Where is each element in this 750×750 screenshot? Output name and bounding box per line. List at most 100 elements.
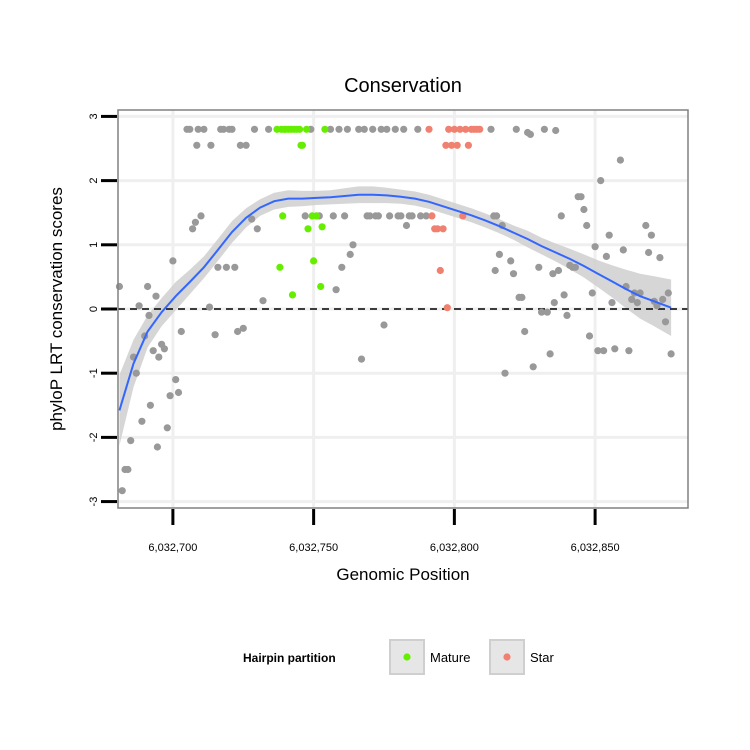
point-other-62 — [346, 250, 354, 258]
legend-dot-mature — [403, 653, 411, 661]
point-mature-20 — [318, 223, 326, 231]
point-star-9 — [448, 141, 456, 149]
point-other-58 — [335, 125, 343, 133]
point-other-66 — [360, 125, 368, 133]
point-other-48 — [250, 125, 259, 133]
point-mature-8 — [288, 291, 297, 299]
point-other-86 — [487, 125, 495, 133]
point-other-49 — [253, 225, 261, 233]
point-mature-18 — [312, 212, 320, 220]
point-other-38 — [220, 125, 228, 133]
point-other-14 — [152, 292, 160, 300]
point-other-108 — [550, 299, 558, 307]
point-other-20 — [166, 392, 174, 400]
point-other-79 — [400, 125, 408, 133]
legend-title: Hairpin partition — [243, 651, 336, 665]
point-mature-15 — [304, 225, 312, 233]
point-mature-19 — [317, 282, 325, 291]
point-star-11 — [453, 141, 461, 149]
point-other-74 — [383, 125, 391, 133]
point-other-137 — [633, 299, 641, 307]
legend-dot-star — [503, 653, 511, 661]
point-other-92 — [501, 369, 509, 377]
point-other-59 — [338, 263, 346, 271]
point-other-113 — [563, 311, 571, 319]
point-other-12 — [146, 401, 154, 409]
point-star-14 — [462, 125, 470, 133]
point-other-19 — [163, 424, 171, 432]
point-other-135 — [628, 295, 636, 303]
point-other-27 — [189, 225, 197, 233]
point-star-3 — [433, 225, 442, 233]
point-other-95 — [512, 125, 520, 133]
point-other-148 — [667, 350, 675, 358]
point-other-124 — [594, 347, 602, 355]
point-other-71 — [374, 212, 382, 220]
point-other-10 — [144, 282, 152, 291]
point-other-60 — [341, 212, 349, 220]
point-other-28 — [191, 218, 199, 226]
point-other-29 — [193, 141, 201, 149]
point-star-7 — [443, 304, 451, 312]
point-other-132 — [619, 246, 627, 254]
point-other-35 — [211, 331, 219, 339]
point-other-11 — [145, 311, 153, 319]
point-other-51 — [265, 125, 273, 133]
point-other-39 — [222, 263, 230, 271]
point-other-101 — [529, 363, 537, 371]
data-points — [115, 125, 675, 495]
point-other-146 — [661, 318, 670, 326]
x-tick-label-3: 6,032,850 — [571, 542, 620, 554]
point-other-42 — [231, 263, 239, 271]
point-other-30 — [194, 125, 202, 133]
point-other-139 — [642, 221, 650, 230]
point-other-90 — [495, 250, 503, 258]
point-star-5 — [439, 225, 447, 233]
point-other-23 — [174, 388, 183, 397]
point-other-76 — [391, 125, 399, 133]
point-other-6 — [132, 369, 140, 377]
point-mature-1 — [276, 263, 284, 271]
point-star-6 — [442, 141, 450, 149]
legend-item-star: Star — [489, 639, 555, 675]
smooth-line — [118, 193, 672, 411]
point-other-111 — [557, 212, 565, 220]
point-other-52 — [301, 212, 309, 220]
point-other-109 — [552, 126, 560, 135]
point-other-116 — [571, 263, 580, 271]
point-other-61 — [343, 125, 351, 133]
y-tick-label-1: -2 — [88, 432, 100, 442]
point-other-89 — [493, 212, 501, 220]
point-other-31 — [197, 212, 205, 220]
point-other-112 — [560, 291, 568, 299]
point-other-128 — [605, 231, 613, 239]
point-other-85 — [422, 212, 430, 220]
point-mature-13 — [298, 141, 306, 149]
legend: Hairpin partition Mature Star — [243, 639, 555, 675]
point-other-44 — [236, 141, 244, 149]
y-tick-label-0: -3 — [88, 497, 100, 507]
point-other-130 — [611, 345, 619, 353]
y-axis-title: phyloP LRT conservation scores — [47, 187, 66, 431]
point-other-110 — [554, 266, 563, 275]
x-tick-label-2: 6,032,800 — [430, 542, 479, 554]
x-axis-title: Genomic Position — [336, 565, 469, 584]
point-other-55 — [326, 125, 335, 133]
y-tick-label-4: 1 — [88, 242, 100, 248]
point-other-72 — [377, 125, 385, 133]
point-star-12 — [456, 125, 464, 133]
point-other-103 — [538, 308, 546, 316]
point-other-65 — [357, 355, 366, 363]
point-other-33 — [205, 303, 214, 311]
point-other-8 — [138, 417, 146, 425]
point-other-21 — [169, 257, 177, 265]
point-other-18 — [160, 345, 168, 353]
point-other-13 — [149, 347, 157, 355]
point-other-75 — [386, 212, 394, 220]
point-other-69 — [369, 125, 377, 133]
point-other-141 — [647, 231, 656, 239]
point-mature-11 — [296, 125, 304, 133]
y-tick-label-3: 0 — [88, 306, 100, 312]
point-other-144 — [656, 254, 664, 262]
point-other-104 — [540, 125, 549, 133]
